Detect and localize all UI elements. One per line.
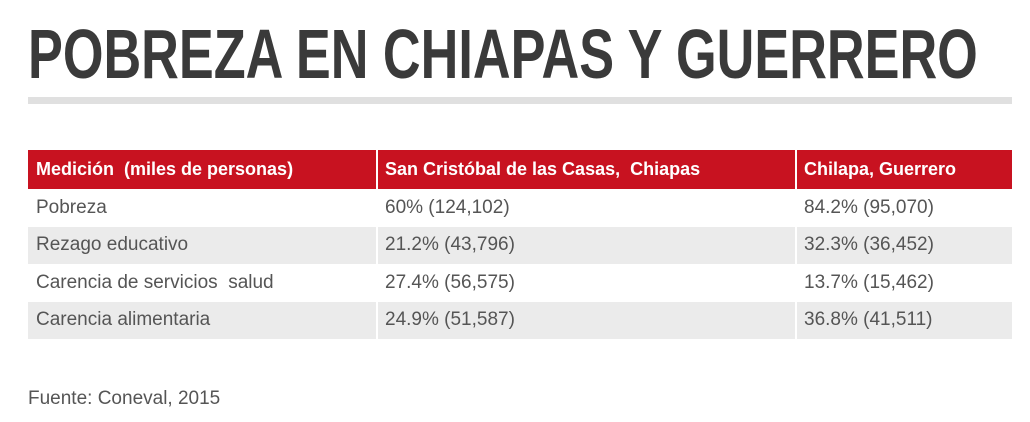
table-row: Pobreza 60% (124,102) 84.2% (95,070) [28,189,1012,227]
san-cristobal-cell: 24.9% (51,587) [376,301,795,339]
data-table: Medición (miles de personas) San Cristób… [28,150,1012,339]
chilapa-cell: 84.2% (95,070) [795,189,1012,227]
table-row: Carencia de servicios salud 27.4% (56,57… [28,264,1012,302]
san-cristobal-cell: 27.4% (56,575) [376,264,795,302]
chilapa-cell: 36.8% (41,511) [795,301,1012,339]
table-header-row: Medición (miles de personas) San Cristób… [28,150,1012,189]
indicator-cell: Carencia de servicios salud [36,271,274,293]
source-note: Fuente: Coneval, 2015 [28,388,221,409]
table-row: Carencia alimentaria 24.9% (51,587) 36.8… [28,301,1012,339]
header-cell-chilapa: Chilapa, Guerrero [795,150,1012,189]
chilapa-cell: 32.3% (36,452) [795,226,1012,264]
indicator-cell: Pobreza [36,196,107,218]
san-cristobal-cell: 60% (124,102) [376,189,795,227]
page-title: POBREZA EN CHIAPAS Y GUERRERO [28,15,978,93]
indicator-cell: Carencia alimentaria [36,309,211,331]
indicator-cell: Rezago educativo [36,234,189,256]
san-cristobal-cell: 21.2% (43,796) [376,226,795,264]
chilapa-cell: 13.7% (15,462) [795,264,1012,302]
header-cell-measurement: Medición (miles de personas) [36,159,294,179]
title-divider [28,97,1012,104]
title-container: POBREZA EN CHIAPAS Y GUERRERO [28,10,1023,94]
header-cell-san-cristobal: San Cristóbal de las Casas, Chiapas [376,150,795,189]
table-row: Rezago educativo 21.2% (43,796) 32.3% (3… [28,226,1012,264]
